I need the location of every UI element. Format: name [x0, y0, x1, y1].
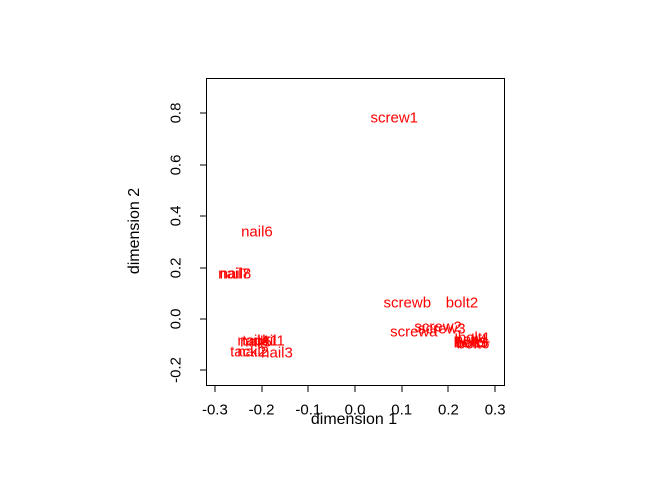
y-axis-tick-label: 0.4 [167, 205, 185, 227]
y-axis-tick-label: 0.8 [167, 102, 185, 124]
y-axis-tick [200, 369, 207, 371]
x-axis-tick [214, 385, 216, 392]
point-label-nail3: nail3 [261, 344, 293, 362]
y-axis-tick [200, 267, 207, 269]
point-label-bolt3: bolt3 [453, 334, 487, 352]
plot-area: -0.3 -0.2 -0.1 0.0 0.1 0.2 0.3 -0.2 0.0 0.2 0.4 0.6… [168, 78, 506, 419]
x-axis-tick-label: 0.2 [437, 401, 459, 419]
point-label-screw1: screw1 [370, 109, 418, 127]
point-label-bolt4: bolt4 [454, 331, 488, 349]
x-axis-tick-label: 0.3 [484, 401, 506, 419]
y-axis-label: dimension 2 [126, 187, 143, 275]
y-axis-tick [200, 318, 207, 320]
point-label-bolt2: bolt2 [445, 294, 479, 312]
x-axis-tick [354, 385, 356, 392]
point-label-bolt5: bolt5 [455, 334, 489, 352]
x-axis-tick-label: -0.1 [295, 401, 322, 419]
x-axis-tick [307, 385, 309, 392]
point-label-nail6: nail6 [241, 223, 273, 241]
y-axis-tick-label: 0.2 [167, 257, 185, 279]
x-axis-tick-label: 0.1 [391, 401, 413, 419]
point-label-nail2: nail2 [237, 343, 270, 361]
x-axis-tick-label: 0.0 [344, 401, 366, 419]
point-label-nail5: nail5 [240, 333, 272, 351]
y-axis-tick-label: -0.2 [167, 357, 185, 384]
point-label-nail4: nail4 [237, 332, 270, 350]
point-label-nail8: nail8 [219, 265, 252, 283]
point-label-bolt6: bolt6 [456, 335, 490, 353]
x-axis-tick [261, 385, 263, 392]
x-axis-tick [447, 385, 449, 392]
x-axis-label: dimension 1 [310, 411, 398, 428]
y-axis-tick-label: 0.0 [167, 308, 185, 330]
point-label-screw3: screw3 [418, 320, 466, 338]
y-axis-tick-label: 0.6 [167, 154, 185, 176]
y-axis-tick [200, 164, 207, 166]
y-axis-tick [200, 215, 207, 217]
point-label-screw2: screw2 [414, 318, 462, 336]
x-axis-tick-label: -0.3 [201, 401, 228, 419]
point-label-tack2: tack2 [230, 343, 266, 361]
point-label-tack1: tack1 [242, 332, 279, 350]
point-label-screwb: screwb [383, 294, 432, 312]
x-axis-tick-label: -0.2 [248, 401, 275, 419]
point-label-bolt1: bolt1 [457, 329, 491, 347]
x-axis-tick [401, 385, 403, 392]
point-label-nail1: nail1 [253, 332, 285, 350]
point-label-screwa: screwa [390, 323, 438, 341]
y-axis-tick [200, 112, 207, 114]
x-axis-tick [494, 385, 496, 392]
point-label-nail7: nail7 [218, 265, 250, 283]
